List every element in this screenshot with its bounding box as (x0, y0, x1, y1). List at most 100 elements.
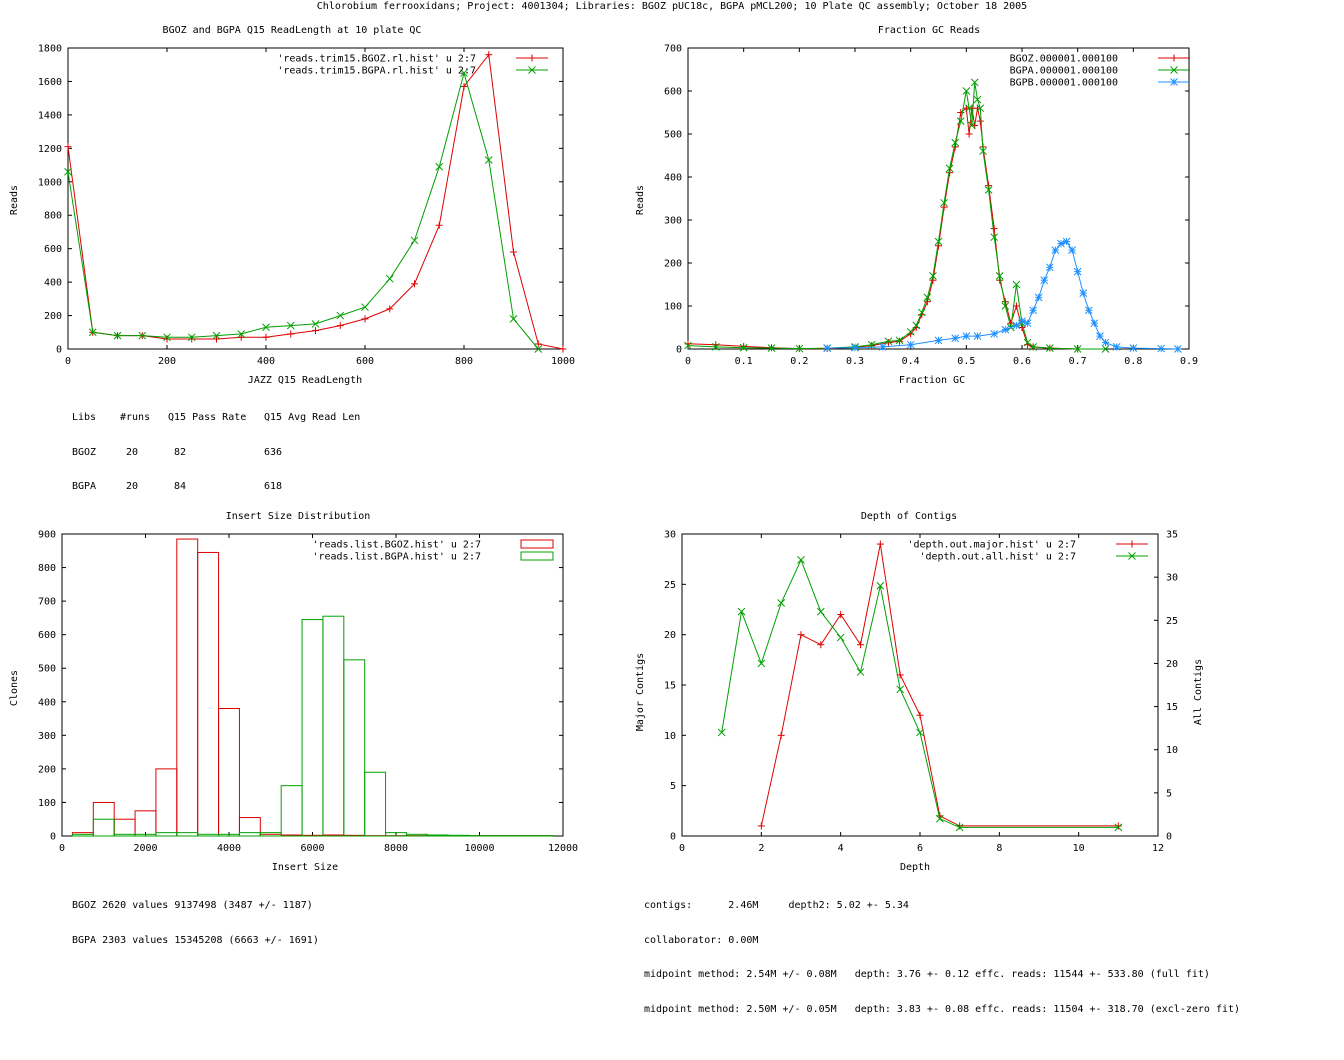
x-tick-label: 8 (996, 843, 1002, 854)
data-point (64, 167, 72, 176)
histogram-bar (155, 768, 178, 837)
data-point (816, 607, 825, 616)
legend-label: 'depth.out.major.hist' u 2:7 (907, 540, 1076, 551)
data-point (962, 87, 971, 95)
data-point (976, 104, 985, 113)
x-tick-label: 4 (838, 843, 844, 854)
data-point (906, 340, 915, 349)
data-point (896, 685, 905, 694)
data-point (509, 315, 518, 323)
data-point (970, 78, 979, 87)
data-point (1018, 317, 1026, 325)
series-line (721, 558, 1119, 828)
data-point (286, 321, 295, 330)
x-tick-label: 10000 (464, 843, 494, 854)
histogram-bar (447, 834, 470, 837)
y-tick-label: 500 (664, 130, 682, 141)
histogram-bar (238, 817, 261, 837)
histogram-bar (343, 659, 366, 837)
plot-frame (687, 47, 1190, 350)
depth-xlabel: Depth (900, 862, 930, 873)
histogram-bar (92, 818, 115, 837)
x-tick-label: 1000 (551, 356, 575, 367)
y-tick-label: 1400 (38, 110, 62, 121)
data-point (739, 343, 748, 352)
data-point (757, 659, 766, 668)
data-point (934, 237, 943, 246)
y2-tick-label: 0 (1166, 832, 1172, 843)
histogram-bar (71, 833, 94, 837)
series-line (67, 53, 564, 350)
histogram-bar (322, 615, 345, 837)
histogram-bar (113, 833, 136, 837)
y-tick-label: 25 (664, 580, 676, 591)
stats-row-bgpa: BGPA 20 84 618 (72, 481, 283, 492)
legend-marker (1170, 66, 1178, 74)
readlength-chart: BGOZ and BGPA Q15 ReadLength at 10 plate… (9, 25, 575, 386)
y-tick-label: 15 (664, 681, 676, 692)
data-point (851, 343, 859, 352)
y-tick-label: 20 (664, 630, 676, 641)
legend-label: 'reads.trim15.BGPA.rl.hist' u 2:7 (277, 66, 476, 77)
data-point (484, 156, 493, 164)
data-point (1079, 289, 1088, 297)
gc-chart: Fraction GC Reads Fraction GC Reads 0 0.1… (635, 25, 1198, 386)
legend-marker (1170, 78, 1178, 86)
y2-tick-label: 10 (1166, 745, 1178, 756)
y-tick-label: 600 (38, 630, 56, 641)
data-point (929, 272, 937, 280)
y-tick-label: 200 (664, 259, 682, 270)
data-point (1051, 246, 1060, 254)
x-tick-label: 0.4 (902, 356, 920, 367)
gc-ylabel: Reads (635, 185, 646, 215)
y-tick-label: 400 (44, 278, 62, 289)
data-point (1062, 237, 1071, 246)
data-point (990, 233, 999, 242)
depth-stats-line: midpoint method: 2.50M +/- 0.05M depth: … (644, 1003, 1241, 1015)
data-point (968, 121, 976, 130)
readlength-stats-table: Libs #runs Q15 Pass Rate Q15 Avg Read Len B… (72, 389, 360, 504)
data-point (795, 344, 804, 353)
insert-xlabel: Insert Size (272, 862, 338, 873)
y-tick-label: 5 (670, 781, 676, 792)
x-tick-label: 0.3 (846, 356, 864, 367)
histogram-bar (197, 551, 220, 837)
y-tick-label: 100 (38, 798, 56, 809)
histogram-bar (155, 832, 178, 837)
legend-label: BGPB.000001.000100 (1010, 78, 1118, 89)
x-tick-label: 800 (455, 356, 473, 367)
x-tick-label: 0.2 (790, 356, 808, 367)
x-tick-label: 600 (356, 356, 374, 367)
histogram-bar (176, 538, 199, 837)
x-tick-label: 200 (158, 356, 176, 367)
readlength-xlabel: JAZZ Q15 ReadLength (248, 375, 362, 386)
data-point (1023, 319, 1032, 328)
histogram-bar (176, 832, 199, 837)
histogram-bar (280, 785, 303, 837)
insert-stats-line: BGPA 2303 values 15345208 (6663 +/- 1691… (72, 934, 319, 946)
data-point (984, 186, 993, 194)
data-point (1101, 338, 1110, 347)
data-point (916, 728, 924, 737)
data-point (1029, 342, 1037, 351)
x-tick-label: 8000 (384, 843, 408, 854)
data-point (836, 633, 845, 642)
plot-frame (61, 533, 564, 837)
histogram-bar (218, 707, 240, 837)
data-point (878, 342, 887, 351)
y-tick-label: 600 (664, 87, 682, 98)
data-point (777, 599, 786, 607)
data-point (923, 293, 932, 302)
histogram-bar (113, 818, 136, 837)
y2-tick-label: 25 (1166, 616, 1178, 627)
histogram-bar (197, 833, 220, 837)
data-point (1157, 344, 1166, 353)
y-tick-label: 1800 (38, 44, 62, 55)
data-point (1129, 344, 1138, 352)
y-tick-label: 1200 (38, 144, 62, 155)
data-point (1023, 338, 1032, 347)
data-point (717, 728, 726, 737)
y-tick-label: 0 (676, 345, 682, 356)
data-point (163, 333, 171, 342)
data-point (917, 308, 926, 317)
